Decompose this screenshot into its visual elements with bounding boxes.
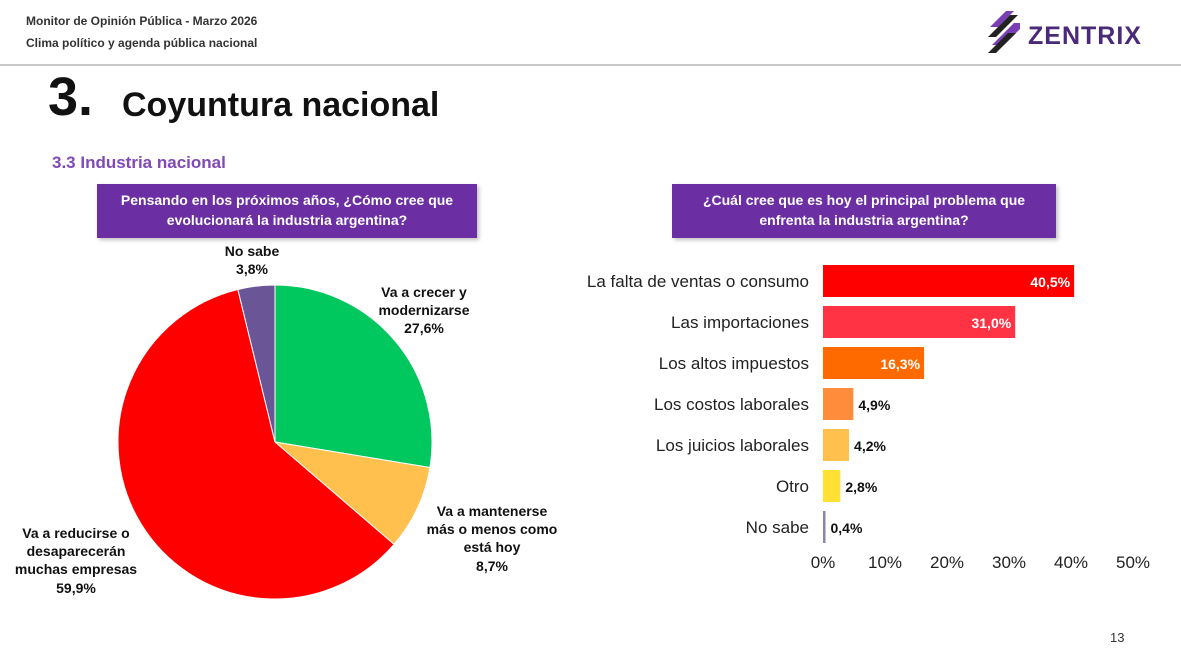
section-number: 3.	[48, 67, 94, 127]
x-tick-label: 20%	[930, 553, 964, 572]
bar	[823, 429, 850, 461]
x-tick-label: 10%	[868, 553, 902, 572]
pie-slice-reducirse	[117, 288, 395, 600]
bar-value-label: 2,8%	[845, 479, 877, 495]
pie-label-crecer: Va a crecer y modernizarse 27,6%	[378, 284, 470, 337]
pie-label-reducirse: Va a reducirse o desaparecerán muchas em…	[14, 525, 138, 596]
bar-category-label: Los juicios laborales	[656, 436, 809, 455]
logo-text: ZENTRIX	[1028, 22, 1142, 50]
bar-category-label: Otro	[776, 477, 809, 496]
pie-slice-no-sabe	[237, 284, 276, 443]
pie-label-mantenerse: Va a mantenerse más o menos como está ho…	[426, 503, 558, 574]
report-subtitle: Clima político y agenda pública nacional	[26, 36, 258, 50]
bar-value-label: 4,2%	[854, 438, 886, 454]
bar-question-line1: ¿Cuál cree que es hoy el principal probl…	[702, 192, 1026, 209]
bar-question-box: ¿Cuál cree que es hoy el principal probl…	[672, 184, 1056, 238]
bar-value-label: 4,9%	[858, 397, 890, 413]
report-title: Monitor de Opinión Pública - Marzo 2026	[26, 14, 258, 28]
bar	[823, 347, 925, 379]
bar-value-label: 31,0%	[971, 315, 1011, 331]
section-title: Coyuntura nacional	[122, 86, 440, 124]
pie-label-no-sabe: No sabe 3,8%	[224, 243, 280, 278]
bar-value-label: 16,3%	[880, 356, 920, 372]
bar-category-label: Las importaciones	[671, 313, 809, 332]
bar	[823, 511, 826, 543]
bar-category-label: Los costos laborales	[654, 395, 809, 414]
x-tick-label: 50%	[1116, 553, 1150, 572]
x-tick-label: 40%	[1054, 553, 1088, 572]
x-tick-label: 30%	[992, 553, 1026, 572]
header-divider	[0, 64, 1181, 66]
zentrix-logo: ZENTRIX	[984, 9, 1164, 61]
bar-category-label: La falta de ventas o consumo	[587, 272, 809, 291]
bar-category-label: Los altos impuestos	[659, 354, 809, 373]
bar	[823, 306, 1016, 338]
pie-slice-mantenerse	[273, 441, 431, 546]
bar	[823, 470, 841, 502]
page-number: 13	[1110, 630, 1125, 645]
x-tick-label: 0%	[811, 553, 836, 572]
pie-question-box: Pensando en los próximos años, ¿Cómo cre…	[97, 184, 477, 238]
pie-slice-crecer	[274, 284, 433, 469]
bar-question-line2: enfrenta la industria argentina?	[759, 212, 969, 228]
bar	[823, 388, 854, 420]
bar-chart: La falta de ventas o consumo 40,5% Las imp…	[587, 265, 1150, 572]
bar	[823, 265, 1075, 297]
bar-value-label: 40,5%	[1030, 274, 1070, 290]
logo-mark-icon	[988, 11, 1020, 53]
pie-question-line2: evolucionará la industria argentina?	[166, 212, 408, 228]
bar-value-label: 0,4%	[831, 520, 863, 536]
pie-question-line1: Pensando en los próximos años, ¿Cómo cre…	[120, 192, 454, 209]
bar-category-label: No sabe	[746, 518, 809, 537]
subsection-title: 3.3 Industria nacional	[52, 153, 226, 172]
pie-chart	[117, 284, 433, 600]
